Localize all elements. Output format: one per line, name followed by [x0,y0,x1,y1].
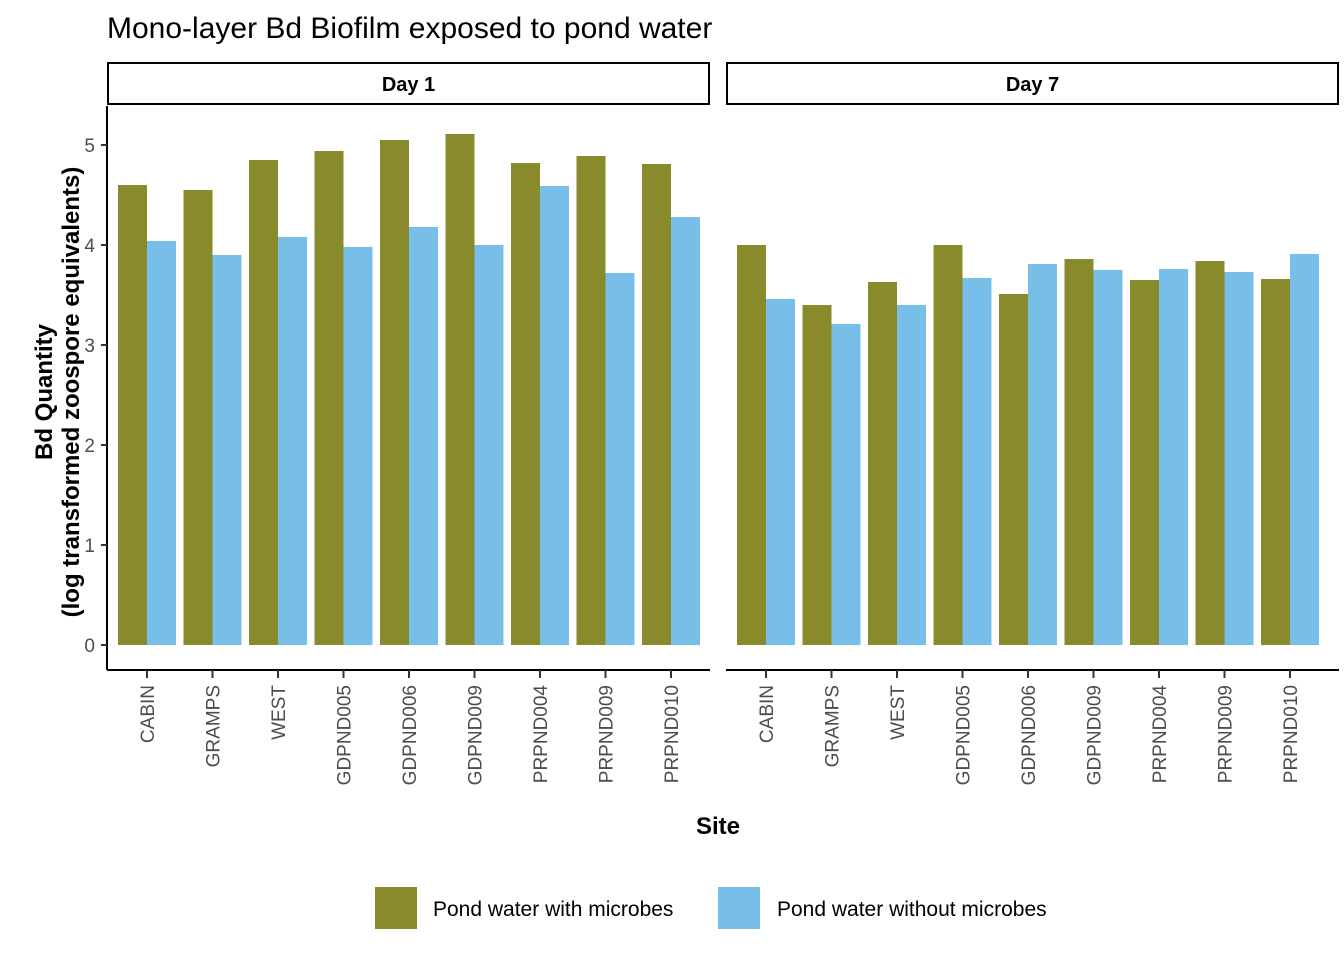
y-tick-label: 4 [84,236,95,257]
legend: Pond water with microbes Pond water witho… [375,887,1047,929]
bar [642,164,671,645]
bar [1261,279,1290,645]
bar [1224,272,1254,645]
x-tick-label: PRPND004 [1150,685,1171,784]
bar [409,227,438,645]
bar [868,282,897,645]
x-tick-label: GDPND009 [1085,685,1106,785]
bar [605,273,635,645]
bar [1130,280,1159,645]
x-tick-label: WEST [269,685,290,740]
bar [314,151,344,645]
facet-strip-label: Day 1 [382,74,435,96]
legend-swatch [718,887,760,929]
x-tick-label: PRPND010 [662,685,683,783]
x-tick-label: GDPND005 [335,685,356,785]
legend-item: Pond water without microbes [718,887,1047,929]
x-tick-label: GDPND006 [400,685,421,785]
x-tick-label: GDPND006 [1019,685,1040,785]
bar [445,134,475,645]
bar [933,245,963,645]
legend-item: Pond water with microbes [375,887,673,929]
bar [1290,254,1319,645]
x-tick-label: PRPND009 [597,685,618,783]
x-tick-label: WEST [888,685,909,740]
y-tick-label: 1 [84,536,95,557]
panel-1: Day 1 CABIN GRAMPS WEST GDPND005 GDPND006 GDPN… [84,62,710,785]
bar [671,217,700,645]
bar [278,237,307,645]
bar [1093,270,1123,645]
x-tick-label: CABIN [757,685,778,743]
bar [380,140,409,645]
bar [576,156,606,645]
bar [540,186,569,645]
y-axis-title: Bd Quantity (log transformed zoospore eq… [31,167,85,618]
x-tick-label: GDPND009 [466,685,487,785]
bar [737,245,766,645]
bar [897,305,926,645]
facet-strip [726,62,1339,105]
legend-label: Pond water without microbes [777,898,1047,921]
legend-label: Pond water with microbes [433,898,673,921]
panels: Day 1 CABIN GRAMPS WEST GDPND005 GDPND006 GDPN… [84,62,1339,785]
bar [766,299,795,645]
panel-2: Day 7 CABIN GRAMPS WEST GDPND005 GDPND006 GDPN… [726,62,1339,785]
x-tick-label: GDPND005 [954,685,975,785]
bar [962,278,992,645]
bar [249,160,278,645]
chart-title: Mono-layer Bd Biofilm exposed to pond wa… [107,12,712,45]
y-tick-label: 3 [84,336,95,357]
bar [343,247,373,645]
bar [147,241,176,645]
y-axis-title-line2: (log transformed zoospore equivalents) [58,167,85,618]
bar [474,245,504,645]
x-tick-label: PRPND010 [1281,685,1302,783]
x-axis-title: Site [696,813,740,840]
bar [511,163,540,645]
y-tick-label: 5 [84,136,95,157]
x-tick-label: CABIN [138,685,159,743]
bar [1195,261,1225,645]
bar [1028,264,1057,645]
x-tick-label: GRAMPS [204,685,225,767]
x-tick-label: GRAMPS [823,685,844,767]
x-tick-label: PRPND004 [531,685,552,784]
bar [1159,269,1188,645]
facet-strip [107,62,710,105]
legend-swatch [375,887,417,929]
facet-strip-label: Day 7 [1006,74,1059,96]
bar [831,324,861,645]
bar [118,185,147,645]
y-tick-label: 0 [84,636,95,657]
bar [183,190,213,645]
x-tick-label: PRPND009 [1216,685,1237,783]
y-axis-title-line1: Bd Quantity [31,323,58,460]
bar [802,305,832,645]
bar [212,255,242,645]
bar [1064,259,1094,645]
bar [999,294,1028,645]
y-tick-label: 2 [84,436,95,457]
